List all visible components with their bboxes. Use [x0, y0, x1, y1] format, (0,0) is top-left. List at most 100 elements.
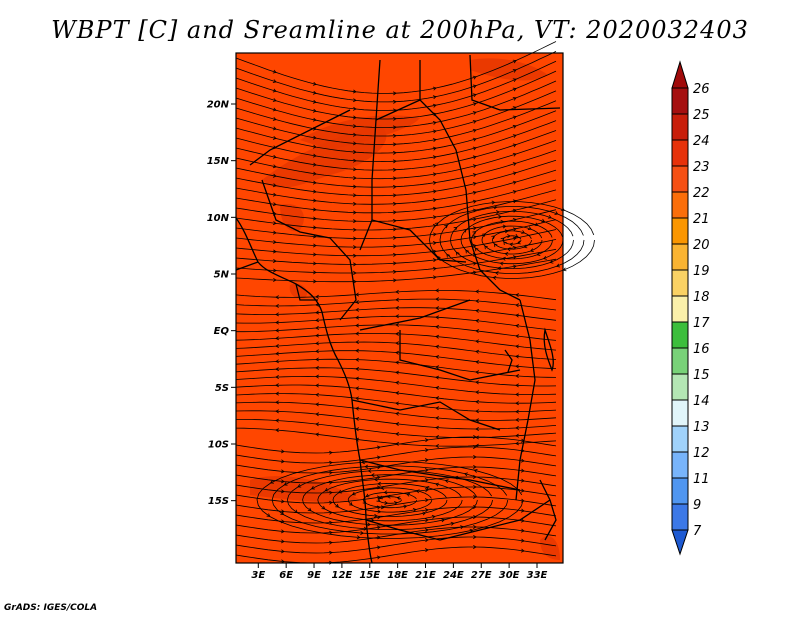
streamline-arrow	[435, 435, 439, 439]
streamline-arrow	[432, 198, 437, 203]
streamline-arrow	[355, 331, 359, 336]
streamline-arrow	[432, 95, 437, 100]
colorbar-label: 11	[693, 472, 710, 487]
streamline-arrow	[472, 190, 477, 195]
streamline-arrow	[312, 135, 317, 140]
colorbar-swatch	[671, 373, 689, 401]
streamline-arrow	[367, 522, 371, 527]
streamline-arrow	[435, 344, 440, 349]
streamline-arrow	[356, 535, 361, 540]
streamline-arrow	[520, 468, 525, 473]
streamline-arrow	[475, 435, 479, 440]
streamline-arrow	[353, 262, 357, 267]
streamline-arrow	[392, 210, 397, 215]
streamline-arrow	[515, 374, 520, 379]
streamline-arrow	[353, 279, 357, 284]
streamline-arrow	[376, 445, 381, 450]
streamline-arrow	[355, 348, 359, 353]
streamline-arrow	[395, 314, 399, 319]
colorbar-label: 16	[693, 342, 710, 357]
lat-tick-label: 15S	[208, 496, 229, 507]
colorbar-label: 13	[693, 420, 710, 435]
streamline-arrow	[424, 478, 429, 483]
streamline-arrow	[312, 225, 317, 230]
streamline-arrow	[435, 375, 440, 380]
streamline-arrow	[396, 496, 401, 501]
streamline-arrow	[395, 341, 400, 346]
streamline-arrow	[376, 495, 381, 500]
streamline-arrow	[474, 247, 479, 252]
streamline-arrow	[460, 525, 464, 530]
streamline-arrow	[435, 385, 440, 390]
streamline-arrow	[542, 255, 547, 260]
streamline-arrow	[392, 269, 397, 274]
streamline-arrow	[424, 538, 429, 543]
streamline-arrow	[473, 504, 477, 509]
streamline-arrow	[520, 478, 525, 483]
streamline-arrow	[446, 253, 451, 258]
longitude-axis: 3E 6E 9E 12E 15E 18E 21E 24E 27E 30E 33E	[251, 563, 548, 581]
streamline	[235, 546, 557, 564]
streamline	[439, 206, 585, 274]
streamline-arrow	[434, 222, 439, 227]
streamline-arrow	[280, 469, 285, 474]
streamline-arrow	[312, 198, 317, 203]
streamline-arrow	[315, 365, 319, 370]
streamline-arrow	[424, 548, 429, 553]
streamline-arrow	[272, 173, 277, 178]
streamline-arrow	[355, 300, 360, 305]
streamline-arrow	[395, 421, 400, 426]
lat-tick-label: 20N	[207, 100, 230, 111]
streamline-arrow	[507, 234, 511, 239]
streamline-arrow	[520, 498, 525, 503]
streamline-arrow	[384, 501, 389, 505]
streamline-arrow	[312, 117, 317, 122]
streamline-arrow	[473, 534, 477, 539]
lon-tick-label: 21E	[415, 570, 436, 581]
streamline-arrow	[272, 259, 277, 263]
streamline-arrow	[328, 510, 333, 515]
streamline-arrow	[520, 488, 525, 493]
streamline-arrow	[392, 278, 397, 283]
streamline-arrow	[493, 205, 498, 210]
colorbar-swatch	[671, 321, 689, 349]
streamline-arrow	[475, 289, 480, 294]
lon-tick-label: 3E	[251, 570, 265, 581]
streamline-arrow	[520, 508, 525, 513]
streamline-arrow	[472, 173, 477, 178]
colorbar-label: 23	[693, 160, 710, 175]
streamline-arrow	[272, 88, 277, 93]
streamline-arrow	[283, 482, 288, 486]
streamline-arrow	[473, 434, 477, 439]
streamline-arrow	[392, 116, 397, 121]
streamline-arrow	[315, 422, 320, 427]
streamline	[362, 491, 417, 509]
coastline	[399, 330, 521, 381]
streamline-arrow	[472, 270, 477, 275]
streamline-arrow	[512, 152, 517, 157]
streamline-arrow	[435, 396, 440, 401]
streamline-arrow	[270, 480, 274, 484]
colorbar-label: 17	[693, 316, 710, 331]
streamline-arrow	[352, 132, 357, 137]
streamline-arrow	[275, 351, 280, 356]
streamline-arrow	[355, 357, 360, 362]
streamline-arrow	[395, 441, 400, 446]
colorbar-swatch	[671, 399, 689, 427]
coastline-borders	[235, 54, 561, 564]
streamline-arrow	[312, 189, 317, 194]
streamline-arrow	[512, 227, 517, 232]
streamline-arrow	[472, 217, 477, 222]
streamline-arrow	[435, 425, 440, 430]
streamline-arrow	[475, 318, 480, 323]
streamline-arrow	[275, 312, 279, 317]
streamline-arrow	[395, 391, 400, 396]
streamline-arrow	[512, 190, 517, 194]
streamline-arrow	[315, 402, 320, 407]
streamline-arrow	[280, 489, 285, 494]
streamline-arrow	[472, 102, 477, 107]
streamline	[429, 201, 595, 279]
colorbar-label: 15	[693, 368, 710, 383]
lon-tick-label: 9E	[307, 570, 321, 581]
streamline	[332, 483, 448, 517]
